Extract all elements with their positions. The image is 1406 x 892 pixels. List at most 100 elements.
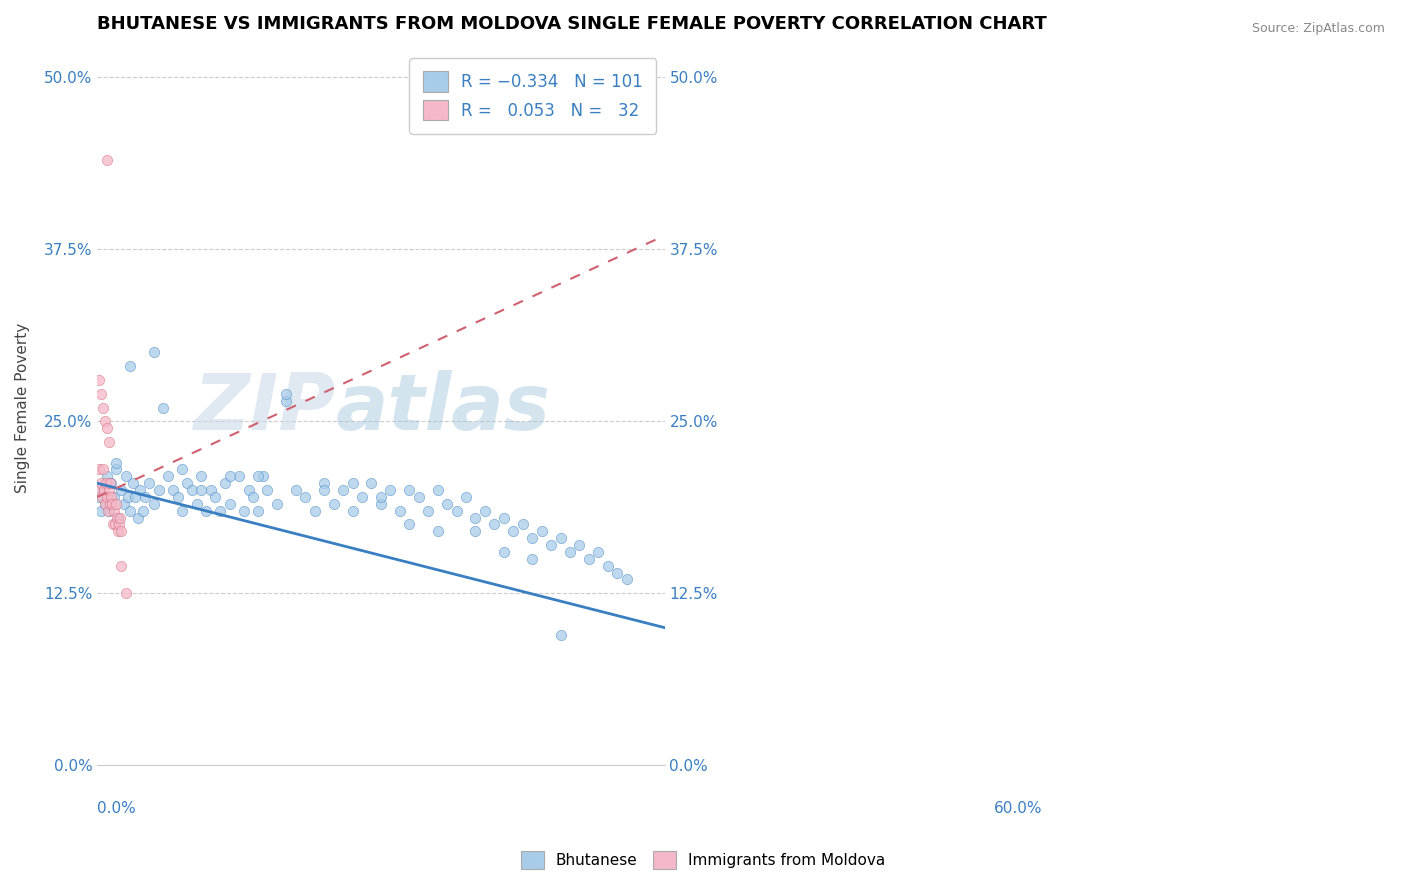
Point <box>100 490 122 504</box>
Point <box>304 504 326 518</box>
Point <box>195 504 218 518</box>
Point <box>91 401 114 415</box>
Point <box>96 421 118 435</box>
Point <box>143 497 166 511</box>
Point <box>100 476 122 491</box>
Point <box>90 504 112 518</box>
Point <box>162 483 184 497</box>
Point <box>120 504 142 518</box>
Point <box>152 401 174 415</box>
Point <box>107 524 129 539</box>
Point <box>530 524 553 539</box>
Text: 0.0%: 0.0% <box>97 801 136 816</box>
Point <box>408 490 430 504</box>
Point <box>89 373 111 387</box>
Text: ZIP: ZIP <box>193 369 336 445</box>
Point <box>446 504 468 518</box>
Point <box>94 497 117 511</box>
Point <box>120 359 142 374</box>
Point <box>284 483 307 497</box>
Point <box>166 490 188 504</box>
Point <box>97 434 120 449</box>
Point <box>138 476 160 491</box>
Point <box>97 504 120 518</box>
Point <box>342 504 364 518</box>
Point <box>502 524 524 539</box>
Point <box>398 517 420 532</box>
Point <box>454 490 477 504</box>
Point <box>157 469 180 483</box>
Point <box>89 490 111 504</box>
Point <box>228 469 250 483</box>
Point <box>89 462 111 476</box>
Point <box>342 476 364 491</box>
Point <box>522 552 544 566</box>
Point <box>94 414 117 428</box>
Point <box>370 490 392 504</box>
Point <box>131 504 153 518</box>
Point <box>97 483 120 497</box>
Point <box>550 531 572 545</box>
Point <box>246 469 269 483</box>
Point <box>314 476 336 491</box>
Point <box>97 504 120 518</box>
Point <box>100 476 122 491</box>
Point <box>266 497 288 511</box>
Point <box>380 483 402 497</box>
Point <box>127 510 149 524</box>
Point <box>94 497 117 511</box>
Point <box>522 531 544 545</box>
Point <box>96 490 118 504</box>
Point <box>398 483 420 497</box>
Point <box>91 483 114 497</box>
Point <box>540 538 562 552</box>
Point <box>242 490 264 504</box>
Point <box>122 476 145 491</box>
Point <box>90 386 112 401</box>
Y-axis label: Single Female Poverty: Single Female Poverty <box>15 322 30 492</box>
Point <box>588 545 610 559</box>
Point <box>474 504 496 518</box>
Point <box>492 545 515 559</box>
Point <box>464 524 486 539</box>
Point <box>94 476 117 491</box>
Point <box>110 483 132 497</box>
Point <box>436 497 458 511</box>
Text: atlas: atlas <box>336 369 551 445</box>
Point <box>350 490 373 504</box>
Point <box>616 573 638 587</box>
Point <box>134 490 156 504</box>
Point <box>238 483 260 497</box>
Point <box>103 517 125 532</box>
Point <box>105 497 128 511</box>
Point <box>148 483 170 497</box>
Point <box>218 469 240 483</box>
Point <box>91 462 114 476</box>
Point <box>484 517 506 532</box>
Point <box>426 483 449 497</box>
Point <box>176 476 198 491</box>
Point <box>209 504 232 518</box>
Point <box>101 497 124 511</box>
Point <box>204 490 226 504</box>
Point <box>90 476 112 491</box>
Point <box>114 586 136 600</box>
Legend: Bhutanese, Immigrants from Moldova: Bhutanese, Immigrants from Moldova <box>515 845 891 875</box>
Point <box>322 497 344 511</box>
Point <box>360 476 382 491</box>
Point <box>107 510 129 524</box>
Point <box>180 483 202 497</box>
Point <box>246 504 269 518</box>
Point <box>200 483 222 497</box>
Point <box>172 462 194 476</box>
Point <box>578 552 600 566</box>
Point <box>93 483 115 497</box>
Point <box>370 497 392 511</box>
Text: 60.0%: 60.0% <box>994 801 1043 816</box>
Text: Source: ZipAtlas.com: Source: ZipAtlas.com <box>1251 22 1385 36</box>
Point <box>105 510 128 524</box>
Point <box>276 386 298 401</box>
Point <box>492 510 515 524</box>
Point <box>104 517 127 532</box>
Point <box>568 538 591 552</box>
